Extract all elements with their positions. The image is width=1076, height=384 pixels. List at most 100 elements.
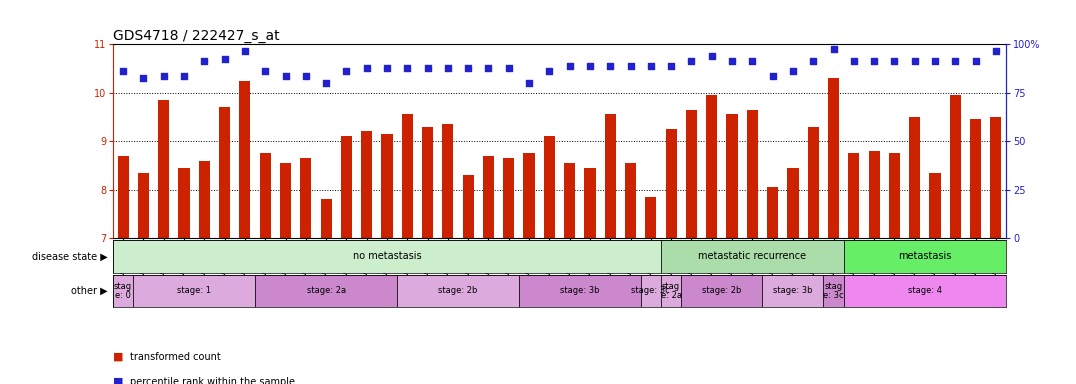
Bar [788,168,798,238]
Point [642,63,660,69]
Point [805,58,822,64]
Text: metastasis: metastasis [898,251,951,262]
Bar [397,275,519,307]
Bar [625,163,636,238]
Bar [504,158,514,238]
Bar [681,275,763,307]
Point [419,65,436,71]
Point [216,56,233,62]
Point [155,73,172,79]
Text: GDS4718 / 222427_s_at: GDS4718 / 222427_s_at [113,29,280,43]
Bar [138,173,148,238]
Bar [401,114,413,238]
Bar [706,95,718,238]
Bar [117,156,129,238]
Point [358,65,376,71]
Bar [341,136,352,238]
Text: stage: 2b: stage: 2b [438,286,478,295]
Point [886,58,903,64]
Point [134,75,152,81]
Bar [463,175,473,238]
Bar [113,275,133,307]
Bar [133,275,255,307]
Bar [990,117,1002,238]
Point [601,63,619,69]
Bar [113,240,661,273]
Point [723,58,740,64]
Point [906,58,923,64]
Text: stage: 1: stage: 1 [178,286,211,295]
Text: no metastasis: no metastasis [353,251,422,262]
Bar [767,187,778,238]
Point [561,63,578,69]
Text: ■: ■ [113,352,127,362]
Point [399,65,416,71]
Bar [763,275,823,307]
Bar [564,163,576,238]
Bar [666,129,677,238]
Point [277,73,294,79]
Bar [844,275,1006,307]
Point [237,48,254,55]
Bar [747,109,758,238]
Bar [321,199,331,238]
Bar [179,168,189,238]
Point [703,53,720,60]
Point [256,68,273,74]
Bar [971,119,981,238]
Bar [868,151,880,238]
Bar [220,107,230,238]
Point [541,68,558,74]
Bar [605,114,615,238]
Text: metastatic recurrence: metastatic recurrence [698,251,806,262]
Text: stage: 3b: stage: 3b [561,286,599,295]
Bar [158,100,169,238]
Point [439,65,456,71]
Bar [848,153,860,238]
Text: stag
e: 2a: stag e: 2a [661,282,682,300]
Text: stage: 4: stage: 4 [908,286,942,295]
Bar [483,156,494,238]
Point [500,65,518,71]
Text: stage: 3b: stage: 3b [774,286,812,295]
Point [196,58,213,64]
Bar [889,153,900,238]
Bar [422,127,434,238]
Point [683,58,700,64]
Point [114,68,131,74]
Point [175,73,193,79]
Point [947,58,964,64]
Text: transformed count: transformed count [130,352,221,362]
Bar [300,158,311,238]
Point [297,73,314,79]
Text: percentile rank within the sample: percentile rank within the sample [130,377,295,384]
Point [459,65,477,71]
Bar [255,275,397,307]
Text: other ▶: other ▶ [71,286,108,296]
Point [581,63,598,69]
Bar [584,168,595,238]
Point [926,58,944,64]
Bar [519,275,640,307]
Text: ■: ■ [113,377,127,384]
Point [663,63,680,69]
Point [317,80,335,86]
Text: stage: 2a: stage: 2a [307,286,345,295]
Bar [199,161,210,238]
Bar [661,240,844,273]
Point [521,80,538,86]
Point [480,65,497,71]
Point [338,68,355,74]
Point [825,46,843,52]
Bar [726,114,738,238]
Bar [909,117,920,238]
Bar [844,240,1006,273]
Bar [827,78,839,238]
Bar [543,136,555,238]
Point [846,58,863,64]
Bar [685,109,697,238]
Bar [640,275,661,307]
Point [988,48,1005,55]
Text: stage: 3c: stage: 3c [632,286,670,295]
Bar [362,131,372,238]
